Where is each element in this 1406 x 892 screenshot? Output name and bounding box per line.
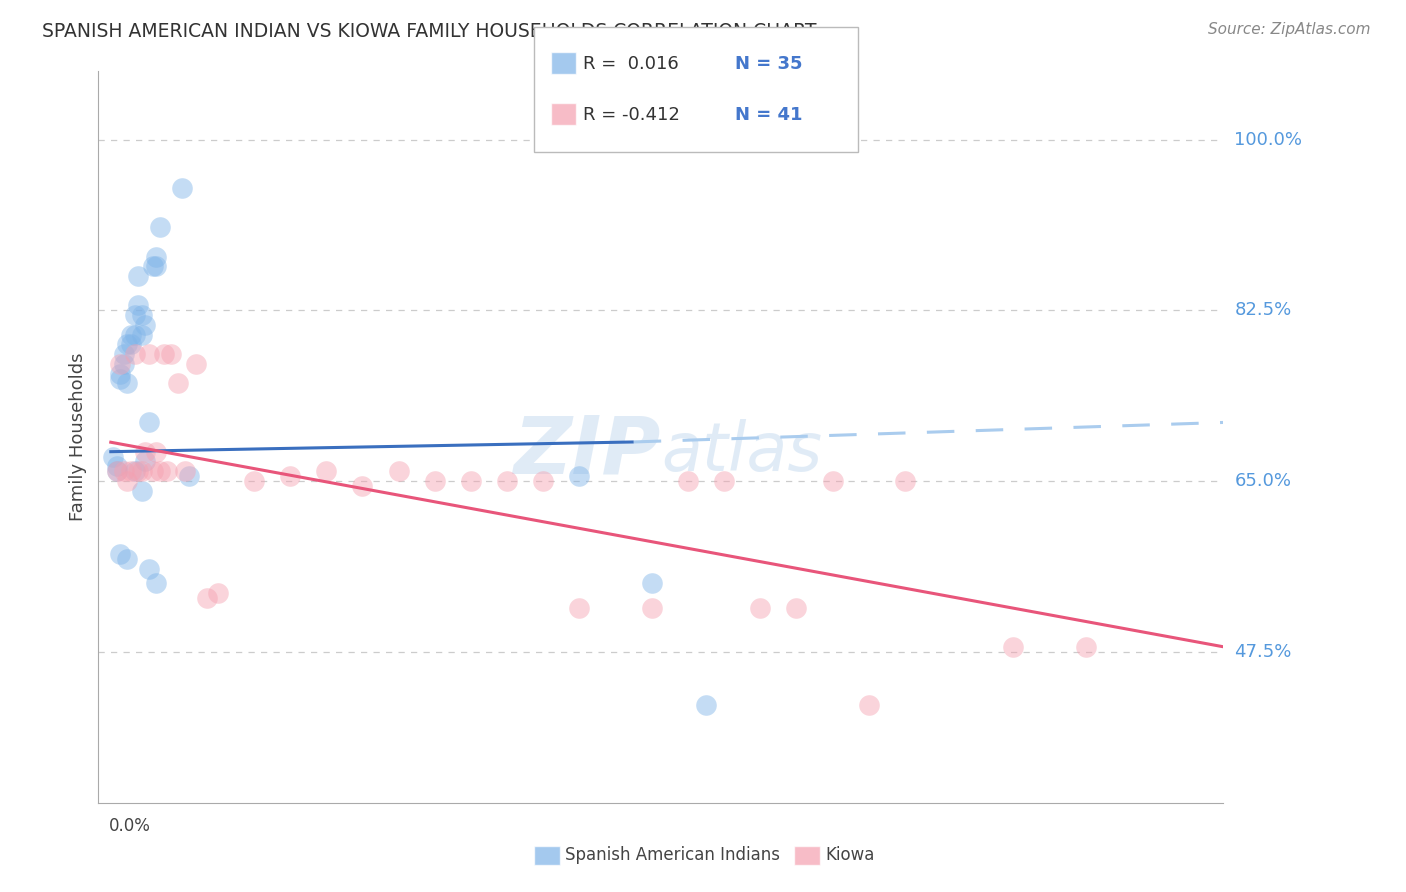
Text: N = 41: N = 41 <box>735 106 803 124</box>
Text: atlas: atlas <box>661 418 823 484</box>
Point <box>821 474 844 488</box>
Point <box>142 260 165 274</box>
Point <box>131 483 153 498</box>
Point <box>641 600 664 615</box>
Point <box>127 269 149 284</box>
Point <box>138 416 160 430</box>
Point <box>207 586 229 600</box>
Text: Source: ZipAtlas.com: Source: ZipAtlas.com <box>1208 22 1371 37</box>
Point <box>131 464 153 478</box>
Text: R = -0.412: R = -0.412 <box>583 106 681 124</box>
Point <box>138 347 160 361</box>
Point <box>131 308 153 322</box>
Point <box>278 469 301 483</box>
Point <box>134 454 156 468</box>
Point <box>124 464 146 478</box>
Point <box>149 464 172 478</box>
Point <box>496 474 519 488</box>
Point <box>108 367 131 381</box>
Point <box>1074 640 1097 654</box>
Point <box>460 474 482 488</box>
Point <box>108 357 131 371</box>
Point <box>894 474 917 488</box>
Point <box>167 376 190 391</box>
Text: 100.0%: 100.0% <box>1234 130 1302 149</box>
Point <box>127 464 149 478</box>
Point <box>149 220 172 235</box>
Point <box>568 600 591 615</box>
Point <box>1002 640 1025 654</box>
Text: 82.5%: 82.5% <box>1234 301 1292 319</box>
Point <box>156 464 179 478</box>
Point <box>142 464 165 478</box>
Point <box>159 347 181 361</box>
Point <box>388 464 411 478</box>
Point <box>152 347 174 361</box>
Point <box>108 371 131 385</box>
Point <box>117 337 139 351</box>
Point <box>531 474 554 488</box>
Point <box>105 464 128 478</box>
Y-axis label: Family Households: Family Households <box>69 353 87 521</box>
Point <box>124 308 146 322</box>
Point <box>145 250 167 264</box>
Point <box>676 474 699 488</box>
Point <box>117 552 139 566</box>
Point <box>749 600 772 615</box>
Point <box>315 464 337 478</box>
Point <box>134 318 156 332</box>
Point <box>138 562 160 576</box>
Point <box>124 347 146 361</box>
Point <box>568 469 591 483</box>
Point <box>145 576 167 591</box>
Point <box>127 298 149 312</box>
Point <box>117 376 139 391</box>
Point <box>858 698 880 713</box>
Point <box>174 464 197 478</box>
Text: 65.0%: 65.0% <box>1234 472 1291 490</box>
Point <box>120 337 142 351</box>
Point <box>641 576 664 591</box>
Point <box>243 474 266 488</box>
Text: ZIP: ZIP <box>513 413 661 491</box>
Point <box>112 464 135 478</box>
Point <box>105 464 128 478</box>
Text: SPANISH AMERICAN INDIAN VS KIOWA FAMILY HOUSEHOLDS CORRELATION CHART: SPANISH AMERICAN INDIAN VS KIOWA FAMILY … <box>42 22 817 41</box>
Point <box>184 357 207 371</box>
Point <box>120 327 142 342</box>
Point <box>134 444 156 458</box>
Point <box>352 479 374 493</box>
Point <box>124 327 146 342</box>
Text: 0.0%: 0.0% <box>110 817 152 836</box>
Text: N = 35: N = 35 <box>735 54 803 72</box>
Point <box>112 357 135 371</box>
Point <box>785 600 807 615</box>
Point <box>145 260 167 274</box>
Text: 47.5%: 47.5% <box>1234 642 1292 661</box>
Point <box>101 450 124 464</box>
Point <box>131 327 153 342</box>
Text: Kiowa: Kiowa <box>825 847 875 864</box>
Point <box>423 474 446 488</box>
Point <box>195 591 218 605</box>
Point <box>177 469 200 483</box>
Text: Spanish American Indians: Spanish American Indians <box>565 847 780 864</box>
Point <box>112 347 135 361</box>
Point <box>170 181 193 195</box>
Point <box>105 459 128 474</box>
Text: R =  0.016: R = 0.016 <box>583 54 679 72</box>
Point <box>695 698 717 713</box>
Point <box>108 547 131 561</box>
Point <box>120 464 142 478</box>
Point <box>145 444 167 458</box>
Point <box>713 474 735 488</box>
Point <box>117 474 139 488</box>
